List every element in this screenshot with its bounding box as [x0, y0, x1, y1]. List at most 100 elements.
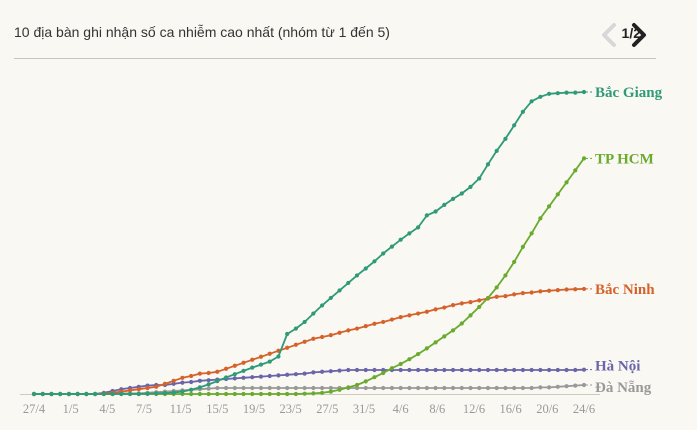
- data-point[interactable]: [250, 375, 255, 380]
- data-point[interactable]: [372, 375, 377, 380]
- data-point[interactable]: [215, 385, 220, 391]
- data-point[interactable]: [433, 307, 438, 312]
- data-point[interactable]: [555, 192, 560, 197]
- data-point[interactable]: [398, 367, 403, 373]
- data-point[interactable]: [66, 391, 72, 397]
- data-point[interactable]: [564, 367, 569, 373]
- data-point[interactable]: [555, 384, 560, 389]
- data-point[interactable]: [232, 391, 237, 397]
- data-point[interactable]: [581, 156, 587, 161]
- data-point[interactable]: [494, 385, 499, 391]
- data-point[interactable]: [328, 295, 333, 301]
- data-point[interactable]: [407, 385, 412, 391]
- data-point[interactable]: [232, 372, 237, 377]
- data-point[interactable]: [354, 382, 360, 388]
- data-point[interactable]: [416, 225, 421, 230]
- data-point[interactable]: [529, 231, 534, 236]
- data-point[interactable]: [232, 363, 237, 368]
- data-point[interactable]: [450, 385, 456, 391]
- data-point[interactable]: [337, 368, 342, 373]
- data-point[interactable]: [206, 378, 211, 383]
- data-point[interactable]: [450, 196, 456, 201]
- data-point[interactable]: [555, 367, 560, 373]
- data-point[interactable]: [267, 351, 272, 356]
- data-point[interactable]: [206, 370, 211, 376]
- data-point[interactable]: [154, 384, 159, 389]
- data-point[interactable]: [398, 315, 403, 320]
- data-point[interactable]: [197, 391, 202, 397]
- data-point[interactable]: [512, 259, 517, 265]
- data-point[interactable]: [363, 379, 368, 384]
- data-point[interactable]: [346, 385, 351, 390]
- data-point[interactable]: [258, 362, 264, 367]
- data-point[interactable]: [311, 311, 316, 316]
- data-point[interactable]: [285, 331, 290, 337]
- data-point[interactable]: [93, 391, 98, 397]
- data-point[interactable]: [302, 385, 307, 391]
- data-point[interactable]: [433, 209, 438, 214]
- data-point[interactable]: [529, 99, 534, 104]
- data-point[interactable]: [581, 367, 587, 372]
- data-point[interactable]: [424, 367, 429, 373]
- data-point[interactable]: [389, 366, 395, 371]
- data-point[interactable]: [267, 391, 272, 397]
- data-point[interactable]: [119, 391, 124, 397]
- data-point[interactable]: [459, 191, 464, 196]
- data-point[interactable]: [520, 291, 525, 296]
- data-point[interactable]: [154, 391, 159, 396]
- data-point[interactable]: [145, 385, 150, 391]
- data-point[interactable]: [215, 369, 220, 374]
- data-point[interactable]: [328, 369, 333, 374]
- data-point[interactable]: [337, 288, 342, 293]
- data-point[interactable]: [258, 391, 264, 397]
- data-point[interactable]: [171, 378, 176, 383]
- data-point[interactable]: [223, 391, 229, 397]
- data-point[interactable]: [529, 290, 534, 295]
- data-point[interactable]: [319, 390, 325, 395]
- data-point[interactable]: [311, 370, 316, 375]
- data-point[interactable]: [101, 391, 106, 397]
- data-point[interactable]: [354, 326, 360, 331]
- data-point[interactable]: [468, 385, 473, 391]
- data-point[interactable]: [276, 354, 281, 359]
- data-point[interactable]: [546, 385, 552, 390]
- data-point[interactable]: [293, 391, 299, 397]
- data-point[interactable]: [398, 237, 403, 242]
- data-point[interactable]: [581, 382, 587, 388]
- data-point[interactable]: [477, 304, 482, 310]
- data-point[interactable]: [171, 381, 176, 386]
- data-point[interactable]: [503, 136, 508, 141]
- data-point[interactable]: [503, 367, 508, 373]
- data-point[interactable]: [372, 259, 377, 264]
- data-point[interactable]: [267, 373, 272, 379]
- data-point[interactable]: [302, 319, 307, 325]
- data-point[interactable]: [241, 368, 246, 373]
- data-point[interactable]: [573, 287, 578, 292]
- data-point[interactable]: [485, 162, 491, 167]
- data-point[interactable]: [354, 273, 360, 278]
- data-point[interactable]: [468, 184, 473, 189]
- data-point[interactable]: [459, 367, 464, 373]
- data-point[interactable]: [127, 388, 133, 393]
- data-point[interactable]: [503, 385, 508, 391]
- data-point[interactable]: [381, 319, 386, 325]
- data-point[interactable]: [555, 91, 560, 96]
- data-point[interactable]: [381, 367, 386, 373]
- data-point[interactable]: [250, 385, 255, 391]
- data-point[interactable]: [372, 321, 377, 326]
- data-point[interactable]: [389, 385, 395, 391]
- data-point[interactable]: [180, 389, 185, 394]
- data-point[interactable]: [450, 367, 456, 373]
- data-point[interactable]: [58, 391, 63, 397]
- data-point[interactable]: [337, 387, 342, 392]
- data-point[interactable]: [302, 371, 307, 376]
- data-point[interactable]: [529, 367, 534, 373]
- data-point[interactable]: [442, 202, 447, 207]
- data-point[interactable]: [363, 324, 368, 329]
- data-point[interactable]: [319, 334, 325, 340]
- data-point[interactable]: [250, 365, 255, 370]
- data-point[interactable]: [162, 381, 168, 386]
- data-point[interactable]: [232, 376, 237, 381]
- data-point[interactable]: [171, 390, 176, 395]
- data-point[interactable]: [136, 387, 141, 392]
